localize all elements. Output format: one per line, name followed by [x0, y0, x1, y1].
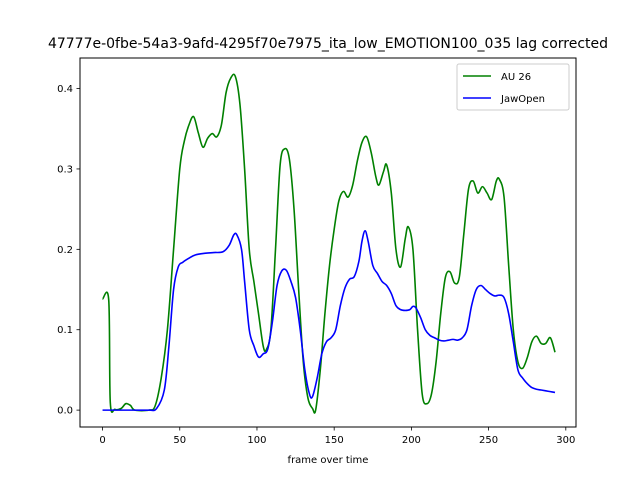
y-tick-label: 0.3 — [57, 164, 73, 175]
x-tick-label: 0 — [99, 435, 105, 446]
chart-title: 47777e-0fbe-54a3-9afd-4295f70e7975_ita_l… — [48, 36, 608, 52]
legend-label: AU 26 — [501, 72, 531, 83]
y-tick-label: 0.1 — [57, 325, 73, 336]
series-line-1 — [102, 230, 556, 412]
series-layer — [101, 73, 556, 414]
x-tick-label: 200 — [402, 435, 421, 446]
x-axis-label: frame over time — [288, 455, 369, 466]
legend: AU 26 JawOpen — [456, 63, 570, 111]
x-tick-label: 100 — [247, 435, 266, 446]
axes-frame — [79, 57, 577, 428]
y-axis-ticks: 0.0 0.1 0.2 0.3 0.4 — [57, 84, 80, 417]
x-axis-ticks: 0 50 100 150 200 250 300 — [99, 427, 575, 446]
y-tick-label: 0.0 — [57, 406, 73, 417]
series-line-0 — [101, 73, 556, 414]
x-tick-label: 300 — [556, 435, 575, 446]
x-tick-label: 250 — [479, 435, 498, 446]
x-tick-label: 50 — [173, 435, 186, 446]
y-tick-label: 0.2 — [57, 245, 73, 256]
legend-label: JawOpen — [500, 94, 545, 105]
y-tick-label: 0.4 — [57, 84, 73, 95]
x-tick-label: 150 — [325, 435, 344, 446]
